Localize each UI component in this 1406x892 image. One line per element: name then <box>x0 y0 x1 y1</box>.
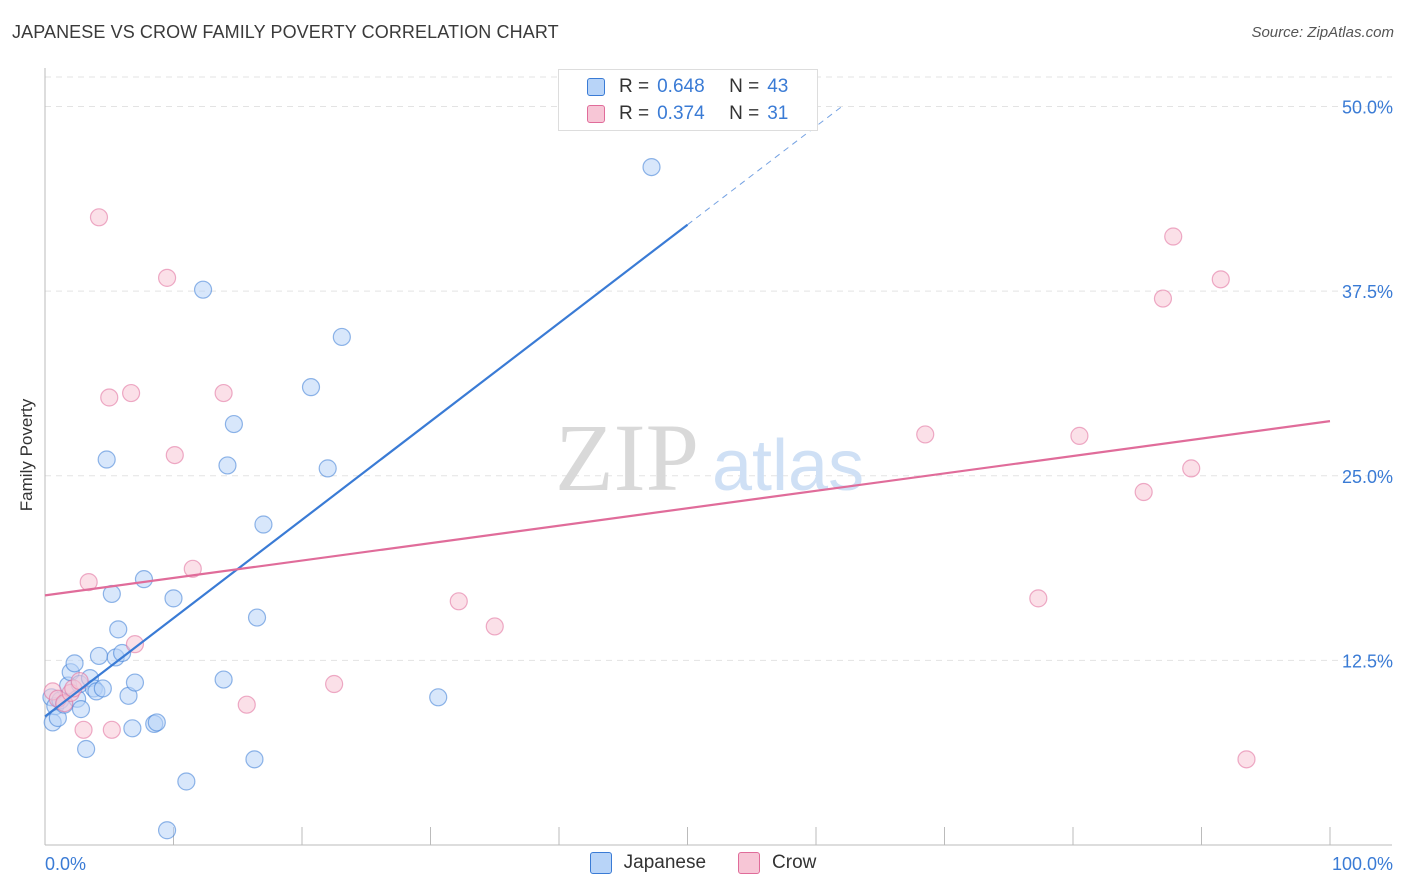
crow-point <box>102 720 121 739</box>
crow-point <box>74 720 93 739</box>
japanese-point <box>214 670 233 689</box>
x-tick-label: 100.0% <box>1332 854 1393 874</box>
crow-point <box>183 559 202 578</box>
y-tick-label: 37.5% <box>1342 282 1393 302</box>
japanese-point <box>112 643 132 663</box>
crow-point <box>1029 589 1048 608</box>
watermark-zip: ZIP <box>555 404 699 511</box>
legend-row-japanese: R = 0.648 N = 43 <box>587 76 788 98</box>
japanese-point <box>71 700 91 719</box>
japanese-point <box>177 772 196 791</box>
legend-r-label: R = <box>619 76 650 97</box>
japanese-point <box>147 713 166 732</box>
japanese-point <box>164 589 183 608</box>
watermark-atlas: atlas <box>712 426 864 506</box>
stats-legend: R = 0.648 N = 43 R = 0.374 N = 31 <box>558 69 818 131</box>
legend-label-crow: Crow <box>772 852 817 873</box>
crow-point <box>165 445 184 465</box>
crow-point <box>121 383 141 403</box>
crow-point <box>449 592 468 611</box>
crow-point <box>100 388 119 407</box>
japanese-point <box>109 620 128 639</box>
crow-point <box>70 671 89 691</box>
crow-swatch <box>587 105 605 123</box>
japanese-point <box>93 679 112 698</box>
tick-labels: 12.5% 25.0% 37.5% 50.0% 0.0% 100.0% <box>45 98 1393 874</box>
x-tick-label: 0.0% <box>45 854 86 874</box>
japanese-point <box>123 719 142 738</box>
legend-item-crow[interactable]: Crow <box>738 852 816 874</box>
legend-row-crow: R = 0.374 N = 31 <box>587 103 788 125</box>
crow-point <box>916 425 935 444</box>
japanese-point <box>89 646 109 666</box>
legend-r-value: 0.648 <box>657 76 705 97</box>
legend-n-value: 43 <box>767 76 789 97</box>
crow-point <box>1070 426 1089 445</box>
crow-point <box>1237 750 1256 769</box>
japanese-point <box>254 515 273 534</box>
japanese-trendline <box>44 223 689 718</box>
japanese-point <box>245 750 264 769</box>
legend-r-label: R = <box>619 103 650 124</box>
japanese-point <box>125 673 145 692</box>
crow-point <box>485 617 504 636</box>
legend-n-label: N = <box>729 76 760 97</box>
watermark: ZIP atlas <box>555 404 864 511</box>
crow-swatch <box>738 852 761 874</box>
legend-n-label: N = <box>729 103 760 124</box>
y-tick-label: 50.0% <box>1342 98 1393 118</box>
trendlines <box>44 106 1331 718</box>
legend-item-japanese[interactable]: Japanese <box>589 852 707 874</box>
chart-title: JAPANESE VS CROW FAMILY POVERTY CORRELAT… <box>12 22 559 42</box>
legend-n-value: 31 <box>767 103 789 124</box>
japanese-point <box>97 450 116 469</box>
crow-point <box>1134 482 1153 502</box>
legend-label-japanese: Japanese <box>623 852 707 873</box>
crow-point <box>89 208 109 227</box>
japanese-point <box>642 157 661 177</box>
source-credit: Source: ZipAtlas.com <box>1251 24 1394 41</box>
japanese-point <box>193 280 213 299</box>
japanese-point <box>332 327 351 347</box>
crow-point <box>125 635 145 654</box>
japanese-swatch <box>589 852 612 874</box>
legend-r-value: 0.374 <box>657 103 705 124</box>
y-tick-label: 12.5% <box>1342 651 1393 671</box>
japanese-point <box>224 414 243 434</box>
japanese-point <box>247 608 267 627</box>
japanese-point <box>77 739 96 759</box>
crow-point <box>214 383 233 403</box>
crow-point <box>1153 289 1173 308</box>
crow-trendline <box>44 420 1331 597</box>
japanese-point <box>218 456 237 475</box>
gridlines <box>45 76 1392 661</box>
crow-point <box>1164 227 1183 246</box>
crow-point <box>1182 459 1201 478</box>
japanese-point <box>157 821 177 840</box>
japanese-swatch <box>587 78 605 96</box>
crow-point <box>237 695 256 714</box>
japanese-point <box>301 378 321 397</box>
crow-point <box>79 573 98 592</box>
crow-point <box>1211 270 1230 289</box>
crow-point <box>325 674 344 694</box>
series-legend: Japanese Crow <box>0 852 1406 874</box>
japanese-point <box>134 570 154 589</box>
japanese-point <box>65 654 84 673</box>
crow-point <box>157 268 177 287</box>
japanese-point <box>318 459 337 478</box>
y-tick-label: 25.0% <box>1342 467 1393 487</box>
data-points <box>42 157 1256 840</box>
japanese-point <box>429 688 448 707</box>
